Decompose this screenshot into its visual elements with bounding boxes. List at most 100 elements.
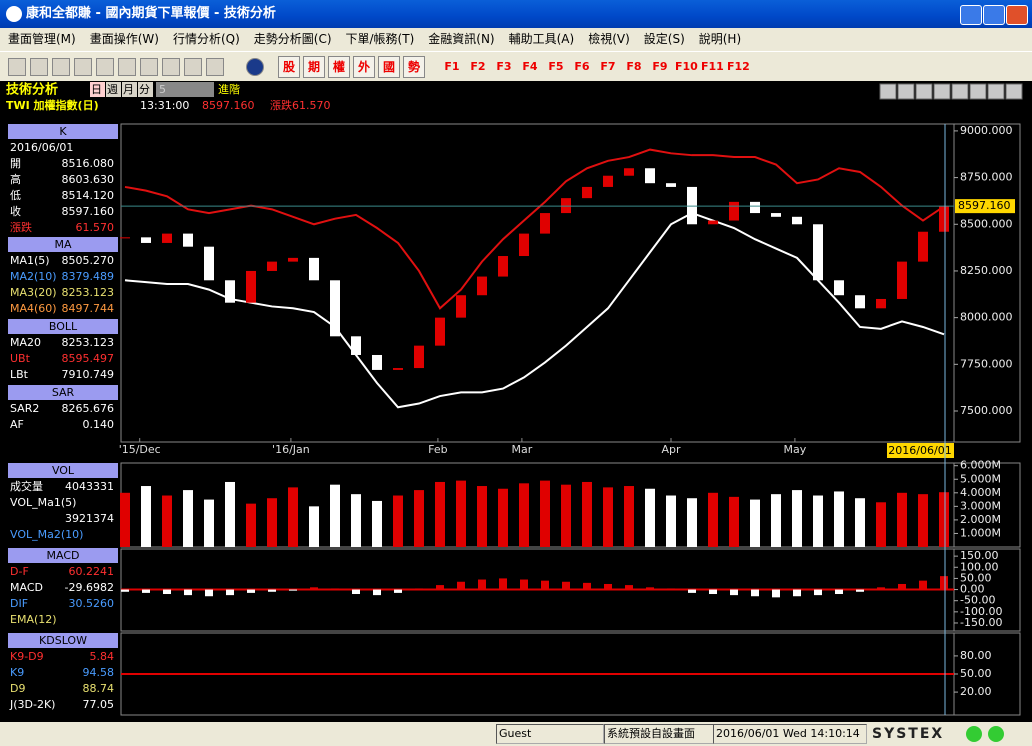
function-key[interactable]: F4 [522, 60, 538, 73]
minute-value: 5 [159, 83, 166, 96]
market-button[interactable]: 期 [303, 55, 325, 78]
function-key[interactable]: F6 [574, 60, 590, 73]
volume-bar [372, 500, 382, 547]
y-tick-label: 8750.000 [960, 171, 1013, 184]
function-key[interactable]: F1 [444, 60, 460, 73]
chart-tool-button[interactable] [1005, 83, 1023, 100]
chart-tool-button[interactable] [897, 83, 915, 100]
chart-tool-button[interactable] [969, 83, 987, 100]
period-tab[interactable] [122, 82, 137, 97]
advanced-button[interactable]: 進階 [218, 82, 240, 96]
chart-tool-button[interactable] [915, 83, 933, 100]
side-header-label: MACD [47, 549, 80, 562]
logo-icon[interactable] [246, 57, 264, 76]
menu-item[interactable]: 說明(H) [698, 32, 742, 46]
y-tick-label: 1.000M [960, 526, 1001, 539]
period-tab[interactable] [106, 82, 121, 97]
macd-bar [898, 583, 906, 590]
side-row-value: 30.5260 [69, 597, 115, 610]
volume-bar [876, 502, 886, 547]
y-tick-label: -50.00 [960, 594, 995, 607]
side-header [8, 463, 118, 478]
tool-icon[interactable] [206, 57, 224, 76]
chart-tool-button[interactable] [879, 83, 897, 100]
market-button[interactable]: 勢 [403, 55, 425, 78]
tool-icon[interactable] [184, 57, 202, 76]
tool-icon[interactable] [30, 57, 48, 76]
side-row-label: AF [10, 418, 24, 431]
tool-icon[interactable] [96, 57, 114, 76]
side-header-label: KDSLOW [39, 634, 87, 647]
period-label[interactable]: 分 [139, 83, 150, 96]
market-button[interactable]: 國 [378, 55, 400, 78]
candle [351, 336, 361, 355]
volume-bar [855, 498, 865, 547]
macd-bar [877, 587, 885, 590]
period-tab[interactable] [138, 82, 153, 97]
side-header-label: BOLL [49, 320, 78, 333]
volume-bar [687, 498, 697, 547]
function-key[interactable]: F10 [675, 60, 698, 73]
maximize-button[interactable] [983, 5, 1005, 25]
candle [183, 233, 193, 247]
tool-icon[interactable] [8, 57, 26, 76]
tool-icon[interactable] [162, 57, 180, 76]
menu-item[interactable]: 行情分析(Q) [172, 32, 240, 46]
side-row-value: 8379.489 [62, 270, 115, 283]
chart-tool-button[interactable] [951, 83, 969, 100]
menu-item[interactable]: 畫面操作(W) [89, 32, 159, 46]
side-row-label: EMA(12) [10, 613, 57, 626]
app-icon [6, 6, 22, 22]
menu-bar: 畫面管理(M) 畫面操作(W) 行情分析(Q) 走勢分析圖(C) 下單/帳務(T) 金融資… [0, 28, 1032, 50]
side-row-value: 60.2241 [69, 565, 115, 578]
volume-bar [456, 480, 466, 547]
function-key[interactable]: F2 [470, 60, 486, 73]
macd-bar [940, 576, 948, 590]
tool-icon[interactable] [118, 57, 136, 76]
menu-item[interactable]: 輔助工具(A) [508, 32, 575, 46]
function-key[interactable]: F3 [496, 60, 512, 73]
market-button[interactable]: 外 [353, 55, 375, 78]
function-key[interactable]: F12 [727, 60, 750, 73]
menu-item[interactable]: 檢視(V) [588, 32, 630, 46]
close-button[interactable] [1006, 5, 1028, 25]
candle [771, 213, 781, 217]
menu-item[interactable]: 走勢分析圖(C) [253, 32, 332, 46]
macd-bar [520, 579, 528, 590]
tool-icon[interactable] [140, 57, 158, 76]
tool-icon[interactable] [52, 57, 70, 76]
menu-item[interactable]: 下單/帳務(T) [345, 32, 415, 46]
side-row-value: 5.84 [90, 650, 115, 663]
menu-item[interactable]: 金融資訊(N) [428, 32, 495, 46]
side-row-label: 2016/06/01 [10, 141, 73, 154]
macd-bar [541, 580, 549, 590]
period-tab[interactable] [90, 82, 105, 97]
y-tick-label: 20.00 [960, 685, 992, 698]
volume-bar [435, 481, 445, 547]
side-row-value: 8497.744 [62, 302, 115, 315]
period-label[interactable]: 日 [91, 83, 102, 96]
market-button[interactable]: 權 [328, 55, 350, 78]
menu-item[interactable]: 畫面管理(M) [8, 32, 76, 46]
market-button[interactable]: 股 [278, 55, 300, 78]
function-key[interactable]: F9 [652, 60, 668, 73]
candle [582, 186, 592, 199]
function-key[interactable]: F8 [626, 60, 642, 73]
tool-icon[interactable] [74, 57, 92, 76]
period-label[interactable]: 週 [107, 83, 118, 96]
menu-item[interactable]: 設定(S) [643, 32, 685, 46]
function-key[interactable]: F7 [600, 60, 616, 73]
quote-time: 13:31:00 [140, 99, 189, 112]
chart-tool-button[interactable] [987, 83, 1005, 100]
function-key[interactable]: F11 [701, 60, 724, 73]
candle [267, 261, 277, 271]
side-row-value: 7910.749 [62, 368, 115, 381]
chart-tool-button[interactable] [933, 83, 951, 100]
period-label[interactable]: 月 [123, 83, 134, 96]
candle [792, 216, 802, 225]
function-key[interactable]: F5 [548, 60, 564, 73]
minimize-button[interactable] [960, 5, 982, 25]
volume-bar [288, 487, 298, 547]
side-header [8, 124, 118, 139]
date-label-box [887, 443, 954, 458]
